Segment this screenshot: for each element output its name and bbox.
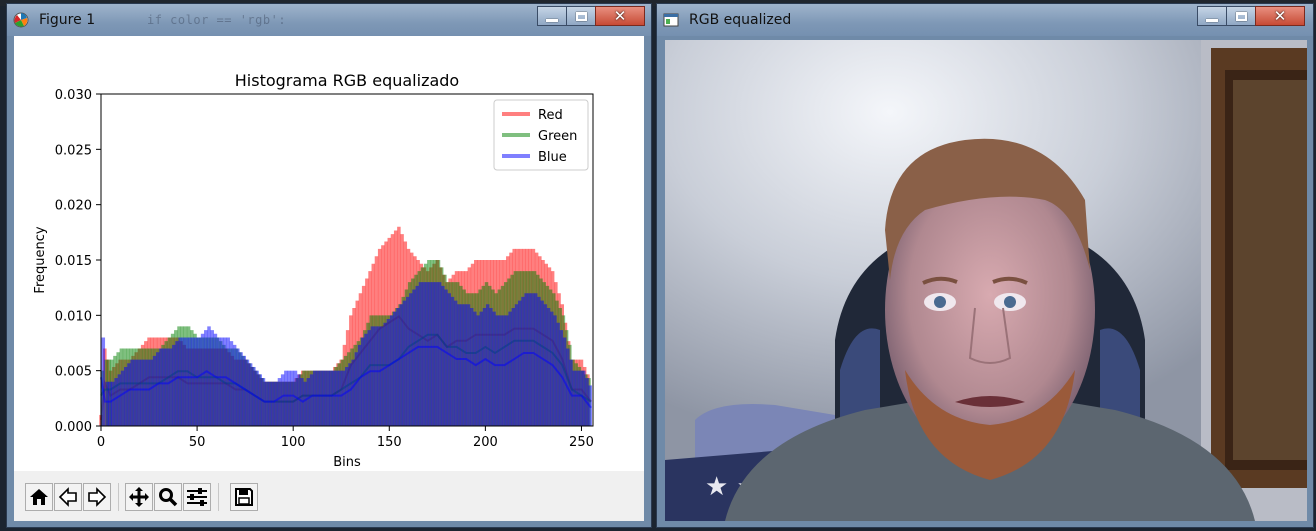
pan-icon bbox=[129, 487, 149, 507]
minimize-icon bbox=[1206, 18, 1218, 22]
zoom-button[interactable] bbox=[154, 483, 182, 511]
minimize-button[interactable] bbox=[1197, 6, 1227, 26]
close-button[interactable]: ✕ bbox=[1255, 6, 1305, 26]
webcam-image: ★ ★ bbox=[665, 40, 1307, 521]
y-tick-label: 0.020 bbox=[55, 199, 92, 214]
configure-subplots-button[interactable] bbox=[183, 483, 211, 511]
navigation-toolbar bbox=[14, 471, 644, 521]
nose bbox=[968, 307, 1012, 364]
close-button[interactable]: ✕ bbox=[595, 6, 645, 26]
background-code-text: if color == 'rgb': bbox=[147, 13, 287, 27]
image-window-title: RGB equalized bbox=[689, 12, 792, 28]
back-arrow-icon bbox=[58, 487, 77, 507]
series-blue bbox=[100, 282, 592, 426]
matplotlib-icon bbox=[13, 12, 29, 28]
legend-label-green: Green bbox=[538, 129, 577, 144]
y-tick-label: 0.015 bbox=[55, 254, 92, 269]
maximize-icon bbox=[1235, 11, 1247, 21]
toolbar-separator bbox=[118, 483, 119, 511]
figure-title: Figure 1 bbox=[39, 12, 96, 28]
right-iris bbox=[1004, 296, 1016, 308]
hair bbox=[885, 138, 1090, 280]
x-tick-label: 200 bbox=[473, 435, 498, 450]
close-icon: ✕ bbox=[1273, 6, 1287, 25]
toolbar-separator bbox=[218, 483, 219, 511]
close-icon: ✕ bbox=[613, 6, 627, 25]
x-tick-label: 0 bbox=[97, 435, 105, 450]
x-tick-label: 150 bbox=[377, 435, 402, 450]
line-blue bbox=[100, 345, 592, 409]
image-titlebar[interactable]: RGB equalized ✕ bbox=[657, 4, 1313, 36]
x-tick-label: 100 bbox=[281, 435, 306, 450]
face bbox=[885, 160, 1095, 460]
series-layer bbox=[99, 226, 592, 426]
left-iris bbox=[934, 296, 946, 308]
mouth bbox=[955, 396, 1025, 407]
figure-titlebar[interactable]: Figure 1 if color == 'rgb': ✕ bbox=[7, 4, 651, 36]
legend-label-blue: Blue bbox=[538, 150, 567, 165]
left-eyebrow bbox=[922, 276, 958, 285]
beard bbox=[905, 370, 1075, 480]
y-tick-label: 0.010 bbox=[55, 309, 92, 324]
legend: Red Green Blue bbox=[493, 99, 589, 171]
y-axis-label: Frequency bbox=[33, 226, 48, 293]
y-tick-label: 0.025 bbox=[55, 143, 92, 158]
save-button[interactable] bbox=[230, 483, 258, 511]
home-icon bbox=[30, 489, 48, 505]
legend-label-red: Red bbox=[538, 108, 563, 123]
webcam-frame: ★ ★ bbox=[665, 40, 1307, 521]
histogram-chart[interactable]: Histograma RGB equalizado 0 50 100 150 200 25… bbox=[14, 36, 644, 471]
minimize-icon bbox=[546, 18, 558, 22]
legend-box bbox=[493, 99, 589, 171]
sliders-icon bbox=[187, 488, 207, 506]
back-button[interactable] bbox=[54, 483, 82, 511]
minimize-button[interactable] bbox=[537, 6, 567, 26]
zoom-icon bbox=[159, 488, 178, 507]
maximize-icon bbox=[575, 11, 587, 21]
opencv-window-icon bbox=[663, 13, 679, 27]
chart-title: Histograma RGB equalizado bbox=[235, 71, 459, 90]
y-tick-label: 0.005 bbox=[55, 365, 92, 380]
right-eyebrow bbox=[992, 276, 1028, 285]
x-tick-label: 50 bbox=[189, 435, 206, 450]
pan-button[interactable] bbox=[125, 483, 153, 511]
x-axis-label: Bins bbox=[333, 455, 361, 470]
ticks-layer: 0 50 100 150 200 250 0.000 0.005 0.010 0.015 0.020… bbox=[55, 88, 594, 450]
forward-arrow-icon bbox=[88, 487, 107, 507]
y-tick-label: 0.000 bbox=[55, 420, 92, 435]
figure-window: Figure 1 if color == 'rgb': ✕ Histograma… bbox=[6, 3, 652, 528]
home-button[interactable] bbox=[25, 483, 53, 511]
maximize-button[interactable] bbox=[566, 6, 596, 26]
y-tick-label: 0.030 bbox=[55, 88, 92, 103]
maximize-button[interactable] bbox=[1226, 6, 1256, 26]
image-window: RGB equalized ✕ bbox=[656, 3, 1314, 528]
figure-canvas[interactable]: Histograma RGB equalizado 0 50 100 150 200 25… bbox=[14, 36, 644, 521]
forward-button[interactable] bbox=[83, 483, 111, 511]
window-glass bbox=[1233, 80, 1307, 460]
x-tick-label: 250 bbox=[569, 435, 594, 450]
save-icon bbox=[235, 488, 253, 506]
